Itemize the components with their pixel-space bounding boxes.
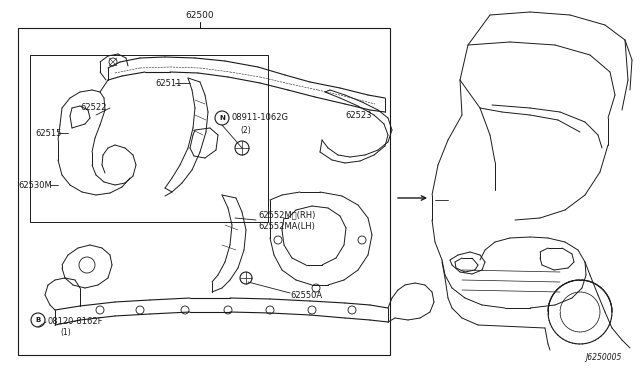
Text: 62552MA(LH): 62552MA(LH) bbox=[258, 222, 315, 231]
Text: 62500: 62500 bbox=[186, 11, 214, 20]
Text: 62552M　(RH): 62552M (RH) bbox=[258, 211, 316, 219]
Text: 62523: 62523 bbox=[345, 110, 371, 119]
Text: 08911-1062G: 08911-1062G bbox=[232, 113, 289, 122]
Bar bbox=[18, 28, 390, 355]
Bar bbox=[30, 55, 268, 222]
Text: J6250005: J6250005 bbox=[586, 353, 622, 362]
Text: N: N bbox=[219, 115, 225, 121]
Text: (1): (1) bbox=[60, 328, 71, 337]
Text: 62511: 62511 bbox=[155, 78, 181, 87]
Text: (2): (2) bbox=[240, 125, 251, 135]
Text: 62515: 62515 bbox=[35, 128, 61, 138]
Text: 08120-8162F: 08120-8162F bbox=[48, 317, 104, 327]
Text: 62522: 62522 bbox=[80, 103, 106, 112]
Text: 62550A: 62550A bbox=[290, 291, 322, 299]
Text: 62530M: 62530M bbox=[18, 180, 52, 189]
Text: B: B bbox=[35, 317, 40, 323]
